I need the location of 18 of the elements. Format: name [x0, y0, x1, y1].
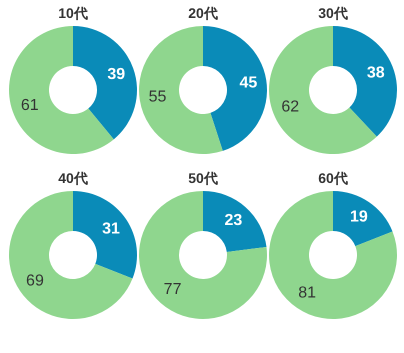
data-label: 23 [224, 212, 242, 229]
data-label: 55 [148, 88, 167, 106]
data-label: 31 [102, 220, 120, 238]
data-label: 38 [366, 64, 385, 82]
data-label: 39 [107, 66, 126, 83]
data-label: 62 [281, 98, 300, 116]
chart-title: 60代 [318, 170, 348, 186]
data-label: 69 [26, 272, 44, 290]
chart-title: 50代 [188, 170, 218, 186]
data-label: 81 [298, 284, 316, 302]
chart-title: 30代 [318, 5, 348, 21]
data-label: 45 [240, 74, 258, 92]
chart-title: 10代 [58, 5, 88, 21]
data-label: 61 [20, 97, 39, 114]
data-label: 77 [164, 281, 182, 298]
chart-title: 40代 [58, 170, 88, 186]
chart-title: 20代 [188, 5, 218, 21]
data-label: 19 [350, 208, 368, 226]
